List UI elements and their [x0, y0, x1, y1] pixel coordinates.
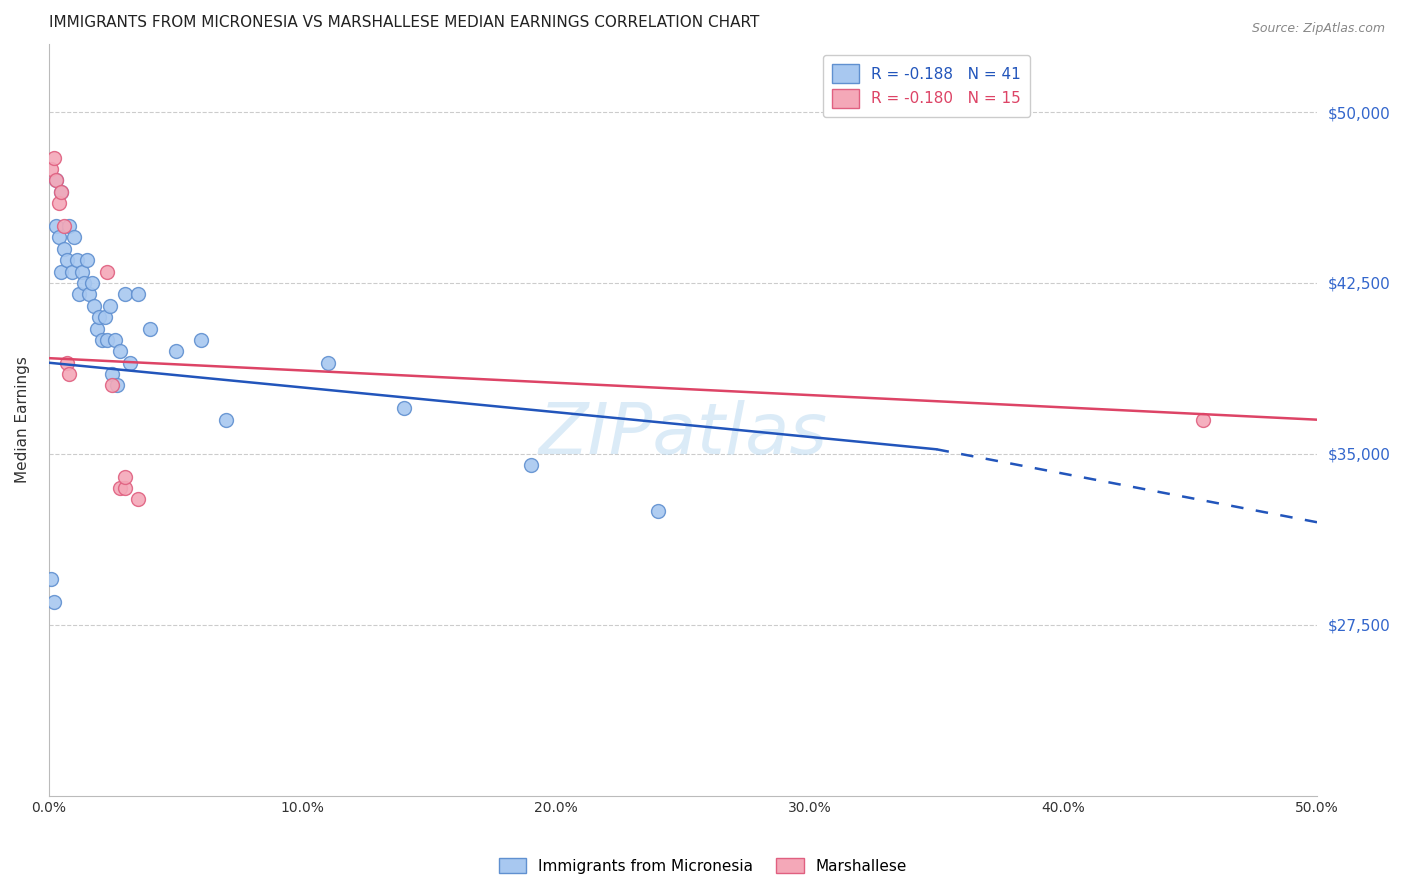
- Point: [139, 321, 162, 335]
- Point: [91, 333, 114, 347]
- Point: [51, 185, 73, 199]
- Point: [114, 469, 136, 483]
- Point: [93, 310, 115, 325]
- Point: [79, 287, 101, 301]
- Point: [127, 287, 149, 301]
- Point: [114, 481, 136, 495]
- Point: [70, 264, 93, 278]
- Point: [108, 481, 131, 495]
- Point: [67, 287, 90, 301]
- Point: [45, 219, 67, 233]
- Legend: Immigrants from Micronesia, Marshallese: Immigrants from Micronesia, Marshallese: [492, 852, 914, 880]
- Point: [55, 253, 77, 268]
- Point: [51, 264, 73, 278]
- Point: [83, 299, 105, 313]
- Y-axis label: Median Earnings: Median Earnings: [15, 356, 30, 483]
- Legend: R = -0.188   N = 41, R = -0.180   N = 15: R = -0.188 N = 41, R = -0.180 N = 15: [823, 55, 1031, 117]
- Point: [108, 344, 131, 359]
- Text: Source: ZipAtlas.com: Source: ZipAtlas.com: [1251, 22, 1385, 36]
- Point: [76, 253, 98, 268]
- Point: [80, 276, 103, 290]
- Point: [48, 196, 70, 211]
- Point: [51, 185, 73, 199]
- Point: [86, 321, 108, 335]
- Point: [105, 378, 128, 392]
- Point: [52, 219, 75, 233]
- Point: [96, 264, 118, 278]
- Point: [101, 367, 124, 381]
- Point: [58, 367, 80, 381]
- Point: [52, 242, 75, 256]
- Point: [39, 572, 62, 586]
- Point: [42, 151, 65, 165]
- Text: ZIPatlas: ZIPatlas: [538, 401, 827, 469]
- Point: [39, 161, 62, 176]
- Point: [98, 299, 121, 313]
- Point: [48, 230, 70, 244]
- Point: [89, 310, 111, 325]
- Point: [42, 595, 65, 609]
- Point: [45, 173, 67, 187]
- Point: [45, 173, 67, 187]
- Point: [63, 230, 86, 244]
- Point: [1192, 412, 1215, 426]
- Point: [165, 344, 187, 359]
- Point: [60, 264, 83, 278]
- Point: [118, 356, 141, 370]
- Point: [73, 276, 96, 290]
- Point: [101, 378, 124, 392]
- Point: [127, 492, 149, 507]
- Text: IMMIGRANTS FROM MICRONESIA VS MARSHALLESE MEDIAN EARNINGS CORRELATION CHART: IMMIGRANTS FROM MICRONESIA VS MARSHALLES…: [49, 15, 759, 30]
- Point: [316, 356, 339, 370]
- Point: [96, 333, 118, 347]
- Point: [392, 401, 415, 416]
- Point: [519, 458, 541, 473]
- Point: [647, 504, 669, 518]
- Point: [104, 333, 127, 347]
- Point: [190, 333, 212, 347]
- Point: [215, 412, 238, 426]
- Point: [66, 253, 89, 268]
- Point: [58, 219, 80, 233]
- Point: [114, 287, 136, 301]
- Point: [55, 356, 77, 370]
